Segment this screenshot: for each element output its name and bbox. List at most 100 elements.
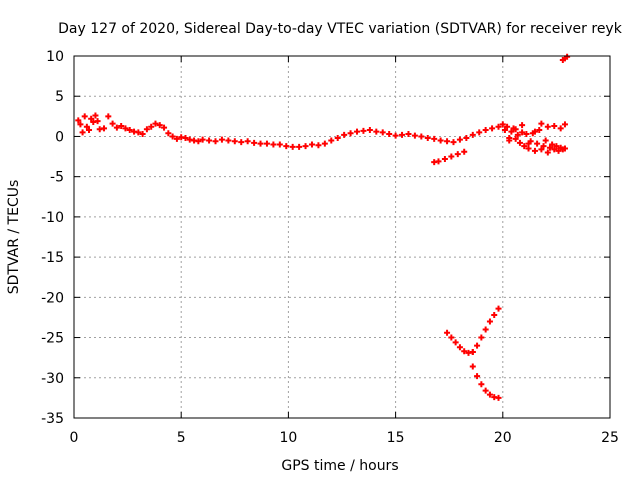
data-point [75,117,82,124]
data-point [321,140,328,147]
data-point [448,153,455,160]
data-point [506,135,513,142]
chart-title: Day 127 of 2020, Sidereal Day-to-day VTE… [58,21,623,37]
y-tick-label: -10 [41,210,64,226]
x-tick-label: 5 [177,430,186,446]
data-point [113,124,120,131]
data-point [555,147,562,154]
x-tick-label: 20 [494,430,512,446]
data-point [379,129,386,136]
data-point [469,131,476,138]
data-point [139,131,146,138]
y-tick-label: -35 [41,411,64,427]
data-point [561,121,568,128]
data-point [531,128,538,135]
plot-frame [73,55,611,419]
data-point [456,136,463,143]
data-point [411,132,418,139]
axis-ticks [73,55,611,419]
data-point [169,133,176,140]
data-point [195,138,202,145]
data-point [165,130,172,137]
data-point [486,391,493,398]
data-point [516,139,523,146]
data-point [553,143,560,150]
y-tick-label: 5 [55,89,64,105]
x-tick-label: 15 [387,430,405,446]
data-point [315,142,322,149]
data-point [444,329,451,336]
data-point [418,133,425,140]
data-point [478,381,485,388]
data-point [79,129,86,136]
data-point [399,131,406,138]
x-tick-label: 25 [601,430,619,446]
data-point [521,143,528,150]
data-point [448,334,455,341]
data-point [244,138,251,145]
data-point [156,122,163,129]
data-point [206,137,213,144]
data-point [354,128,361,135]
data-point [501,127,508,134]
data-point [347,130,354,137]
series-lower-branch [431,148,468,166]
data-point [441,155,448,162]
data-point [308,141,315,148]
data-point [437,137,444,144]
data-point [148,123,155,130]
data-point [544,149,551,156]
data-point [482,326,489,333]
data-point [328,137,335,144]
data-point [454,151,461,158]
data-point [173,135,180,142]
data-point [469,349,476,356]
data-point [489,125,496,132]
data-point [182,135,189,142]
data-point [270,141,277,148]
data-point [504,123,511,130]
data-point [334,135,341,142]
data-point [491,312,498,319]
data-point [392,132,399,139]
data-point [212,138,219,145]
data-point [257,140,264,147]
y-tick-label: -5 [50,170,64,186]
data-point [476,129,483,136]
data-point [534,140,541,147]
data-point [474,342,481,349]
data-point [495,394,502,401]
data-point [88,115,95,122]
data-point [126,127,133,134]
data-point [373,128,380,135]
data-point [431,135,438,142]
data-point [461,348,468,355]
x-tick-label: 0 [70,430,79,446]
data-point [405,131,412,138]
data-point [143,126,150,133]
data-points [75,53,571,401]
data-point [386,131,393,138]
data-point [105,113,112,120]
data-point [478,334,485,341]
data-point [557,125,564,132]
y-tick-label: -20 [41,290,64,306]
series-post-20 [499,120,568,156]
data-point [238,139,245,146]
data-point [508,128,515,135]
data-point [135,129,142,136]
data-point [538,146,545,153]
data-point [81,113,88,120]
data-point [461,148,468,155]
data-point [276,141,283,148]
series-v-right [469,305,502,356]
data-point [495,123,502,130]
data-point [86,127,93,134]
data-point [161,124,168,131]
data-point [564,53,571,60]
data-point [92,112,99,119]
data-point [514,131,521,138]
data-point [94,118,101,125]
data-point [531,147,538,154]
